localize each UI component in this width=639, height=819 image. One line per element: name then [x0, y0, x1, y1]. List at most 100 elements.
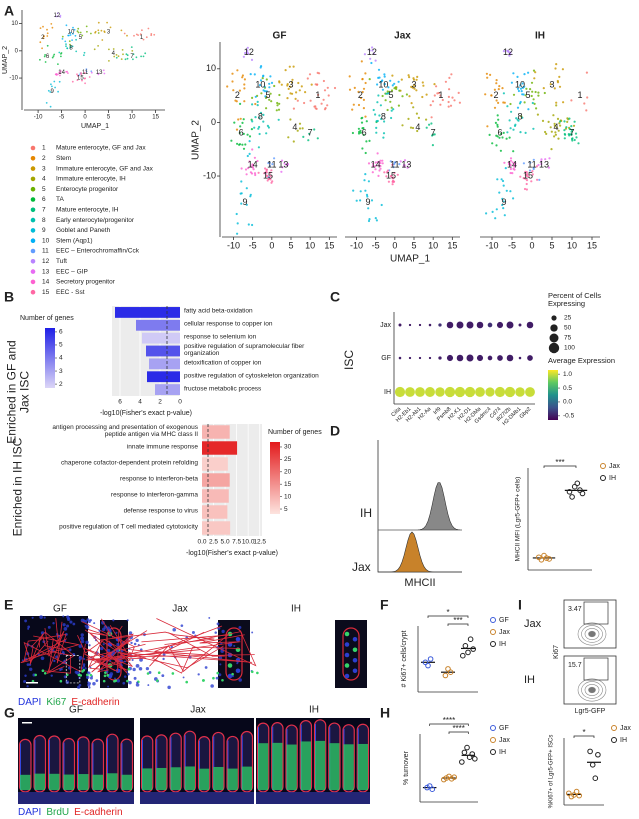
nucleus	[24, 674, 27, 677]
umap-point	[88, 76, 91, 78]
umap-point	[556, 117, 560, 120]
y-tick-label: Jax	[380, 322, 391, 329]
legend-id: 14	[42, 279, 50, 286]
proliferating-cell	[250, 670, 254, 674]
umap-point	[505, 137, 508, 140]
nucleus	[87, 681, 90, 684]
umap-point	[251, 120, 254, 123]
x-tick-label: 15	[587, 240, 597, 250]
data-point	[566, 489, 573, 495]
umap-point	[509, 157, 513, 160]
umap-point	[363, 53, 366, 56]
proliferating-cell	[212, 676, 215, 680]
umap-point	[536, 113, 540, 116]
umap-point	[407, 117, 410, 120]
dot	[525, 387, 535, 397]
nucleus	[24, 619, 28, 623]
colorbar-label: 0.0	[563, 399, 572, 406]
cluster-label: 11	[82, 70, 89, 76]
nucleus	[162, 657, 165, 661]
umap-point	[497, 101, 500, 104]
cluster-label: 14	[248, 160, 258, 170]
proliferating-cell	[103, 674, 107, 678]
legend-swatch	[490, 725, 496, 731]
legend-swatch	[30, 259, 36, 264]
umap-point	[486, 125, 489, 128]
y-tick-label: 10	[206, 63, 216, 73]
colorbar-label: 5	[284, 506, 288, 513]
umap-point	[559, 124, 562, 127]
nucleus	[102, 643, 105, 646]
nucleus	[93, 622, 96, 625]
umap-point	[524, 131, 527, 134]
umap-point	[351, 131, 354, 135]
crypt-outline	[225, 627, 243, 681]
umap-point	[383, 75, 386, 78]
legend-swatch	[30, 289, 36, 295]
cluster-label: 8	[381, 111, 386, 121]
umap-point	[439, 94, 442, 97]
umap-point	[115, 54, 118, 56]
nucleus	[216, 622, 220, 626]
y-tick-label: 10	[11, 21, 18, 27]
membrane	[100, 631, 215, 645]
sample-label: Jax	[524, 618, 542, 630]
umap-point	[313, 128, 316, 131]
cluster-label: 14	[58, 70, 65, 76]
umap-point	[69, 43, 71, 46]
membrane	[98, 630, 245, 661]
dot	[466, 354, 474, 362]
umap-point	[400, 78, 403, 81]
umap-point	[358, 130, 361, 133]
umap-point	[265, 132, 268, 135]
umap-point	[527, 108, 530, 111]
membrane	[151, 631, 240, 674]
umap-point	[240, 180, 243, 183]
umap-point	[361, 147, 364, 150]
umap-point	[323, 89, 327, 92]
size-key-label: 100	[564, 345, 575, 352]
umap-point	[435, 85, 438, 88]
umap-point	[69, 45, 72, 48]
umap-point	[135, 56, 138, 59]
umap-point	[389, 160, 392, 163]
proliferating-cell	[216, 671, 220, 675]
umap-point	[396, 173, 399, 176]
umap-point	[540, 160, 543, 163]
umap-point	[241, 143, 244, 146]
proliferating-cell	[185, 680, 189, 684]
umap-point	[519, 100, 522, 104]
umap-point	[369, 57, 372, 60]
umap-point	[403, 164, 406, 167]
umap-point	[246, 46, 249, 49]
umap-point	[243, 83, 246, 86]
umap-point	[310, 83, 313, 86]
umap-point	[512, 72, 515, 75]
umap-point	[506, 105, 509, 108]
umap-point	[375, 219, 378, 222]
umap-point	[387, 92, 390, 95]
nucleus	[167, 685, 171, 690]
cluster-label: 15	[386, 170, 396, 180]
umap-point	[142, 55, 145, 58]
sample-label: Jax	[352, 560, 371, 574]
cluster-label: 15	[523, 170, 533, 180]
umap-point	[412, 84, 416, 87]
cluster-label: 9	[501, 197, 506, 207]
significance-label: *	[446, 608, 449, 617]
axis-title: -log10(Fisher's exact p-value)	[186, 550, 278, 557]
umap-point	[428, 123, 431, 126]
umap-point	[46, 35, 49, 37]
umap-point	[275, 109, 278, 112]
umap-point	[392, 176, 395, 179]
cluster-label: 7	[308, 128, 313, 138]
brdu-signal	[357, 743, 368, 790]
proliferating-cell	[202, 679, 205, 682]
crypt-outline	[342, 627, 360, 681]
data-point	[469, 751, 476, 757]
nucleus	[180, 624, 184, 627]
umap-point	[256, 159, 259, 163]
umap-point	[103, 30, 106, 33]
umap-point	[512, 128, 515, 131]
legend-swatch	[30, 269, 36, 274]
